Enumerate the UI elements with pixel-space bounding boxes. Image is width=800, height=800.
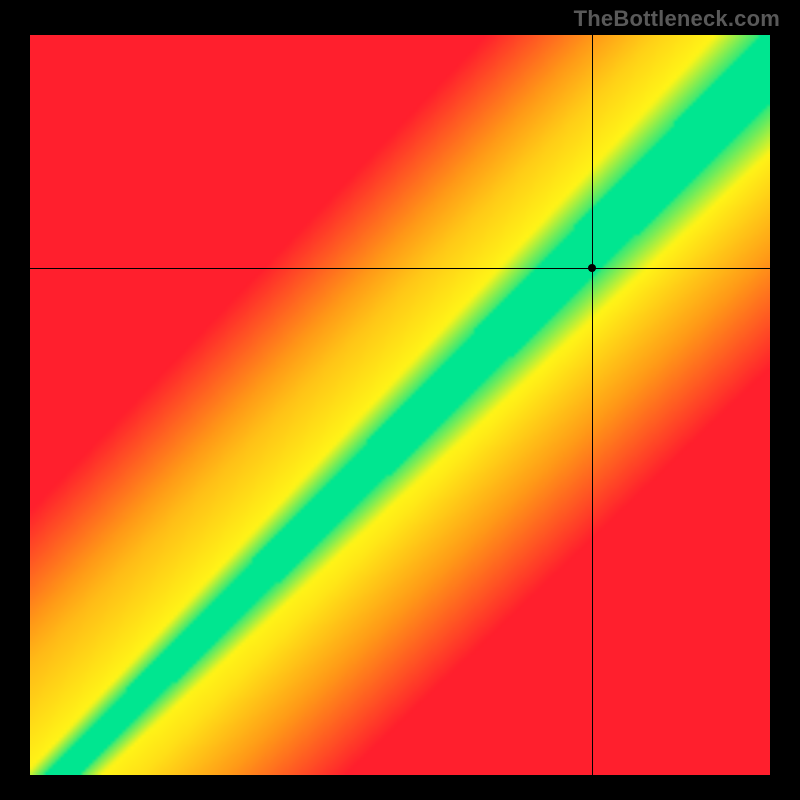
crosshair-vertical [592,35,593,775]
chart-container: TheBottleneck.com [0,0,800,800]
crosshair-horizontal [30,268,770,269]
watermark-text: TheBottleneck.com [574,6,780,32]
crosshair-marker [588,264,596,272]
bottleneck-heatmap [30,35,770,775]
